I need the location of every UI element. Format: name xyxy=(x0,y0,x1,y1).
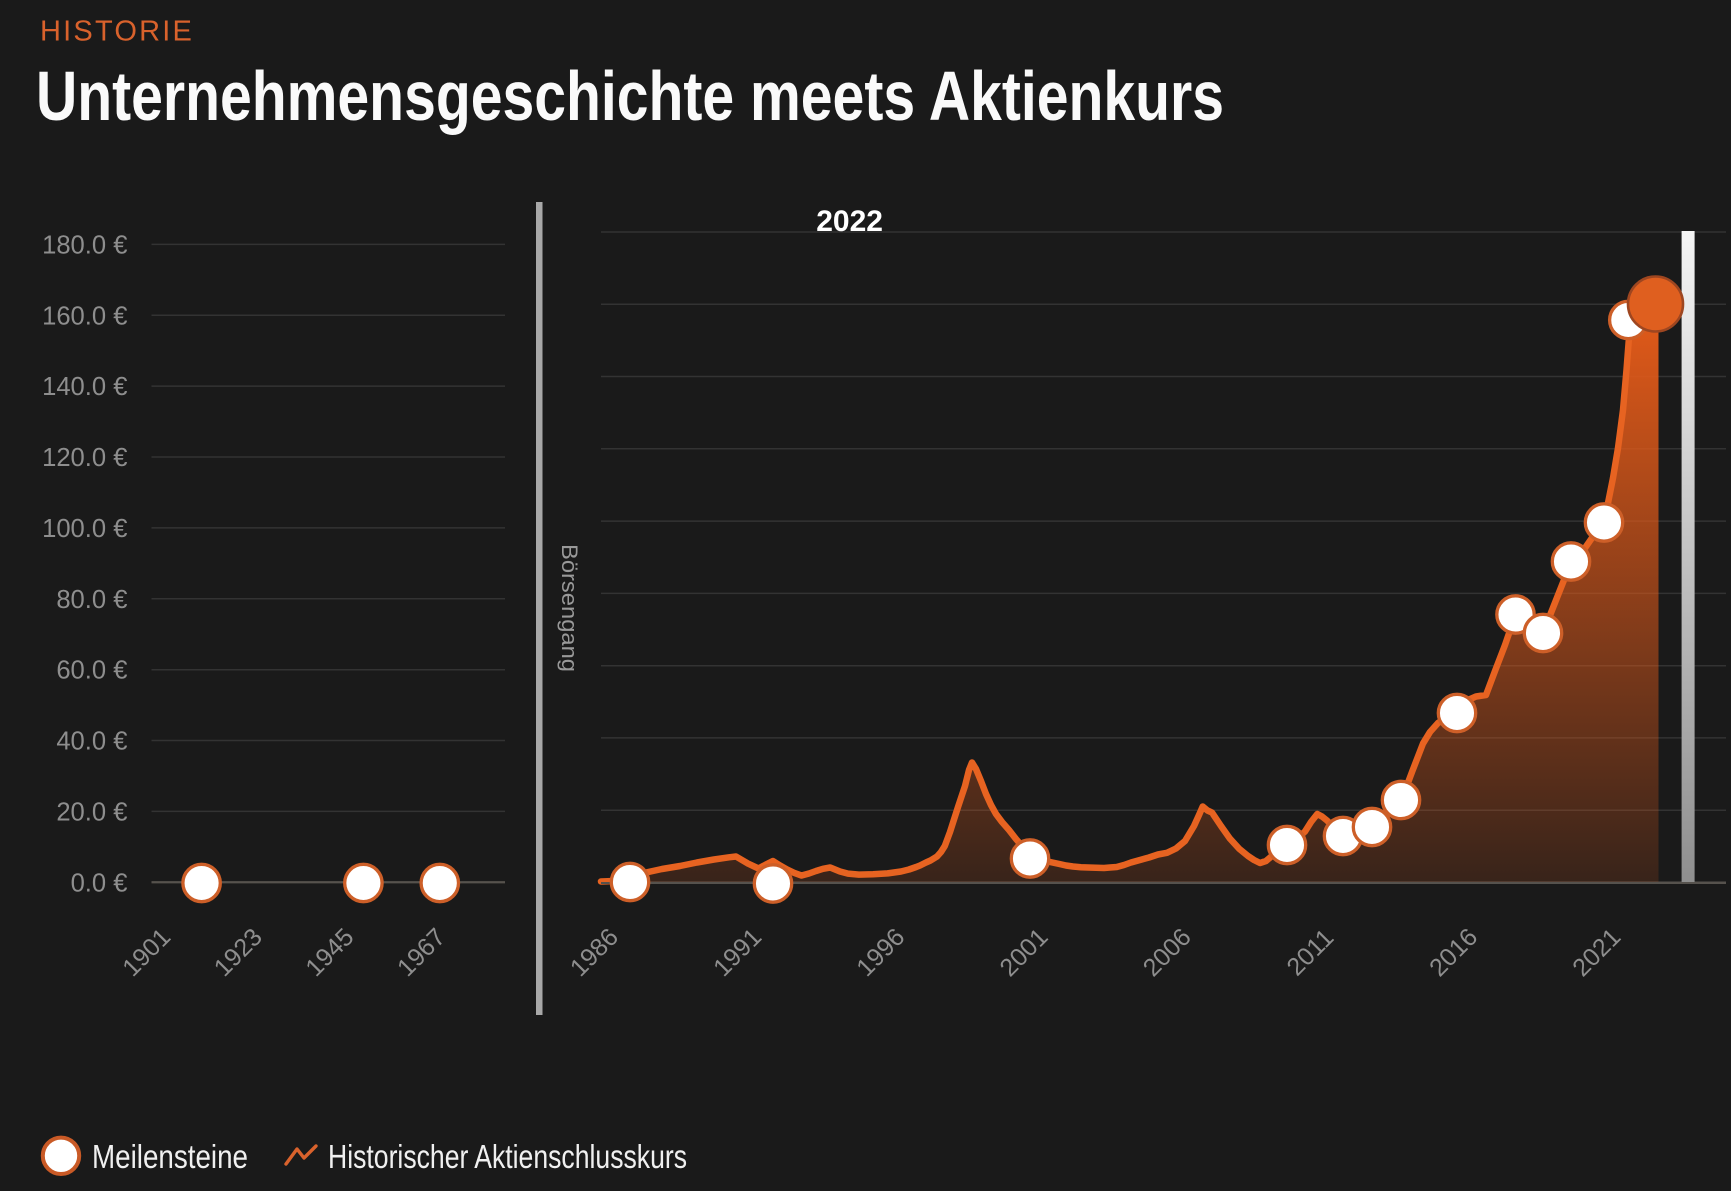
svg-text:Historischer Aktienschlusskurs: Historischer Aktienschlusskurs xyxy=(328,1138,687,1175)
svg-text:40.0 €: 40.0 € xyxy=(56,728,127,756)
svg-text:0.0 €: 0.0 € xyxy=(71,869,128,897)
svg-text:Meilensteine: Meilensteine xyxy=(92,1138,248,1175)
svg-text:120.0 €: 120.0 € xyxy=(42,444,127,472)
svg-text:Unternehmensgeschichte meets A: Unternehmensgeschichte meets Aktienkurs xyxy=(36,57,1224,135)
svg-text:20.0 €: 20.0 € xyxy=(56,798,127,826)
svg-text:140.0 €: 140.0 € xyxy=(42,373,127,401)
svg-text:80.0 €: 80.0 € xyxy=(56,586,127,614)
svg-text:100.0 €: 100.0 € xyxy=(42,515,127,543)
svg-text:180.0 €: 180.0 € xyxy=(42,231,127,259)
svg-text:Börsengang: Börsengang xyxy=(557,544,582,672)
svg-text:60.0 €: 60.0 € xyxy=(56,657,127,685)
svg-text:HISTORIE: HISTORIE xyxy=(40,16,194,48)
svg-text:160.0 €: 160.0 € xyxy=(42,302,127,330)
svg-text:2022: 2022 xyxy=(816,205,883,238)
